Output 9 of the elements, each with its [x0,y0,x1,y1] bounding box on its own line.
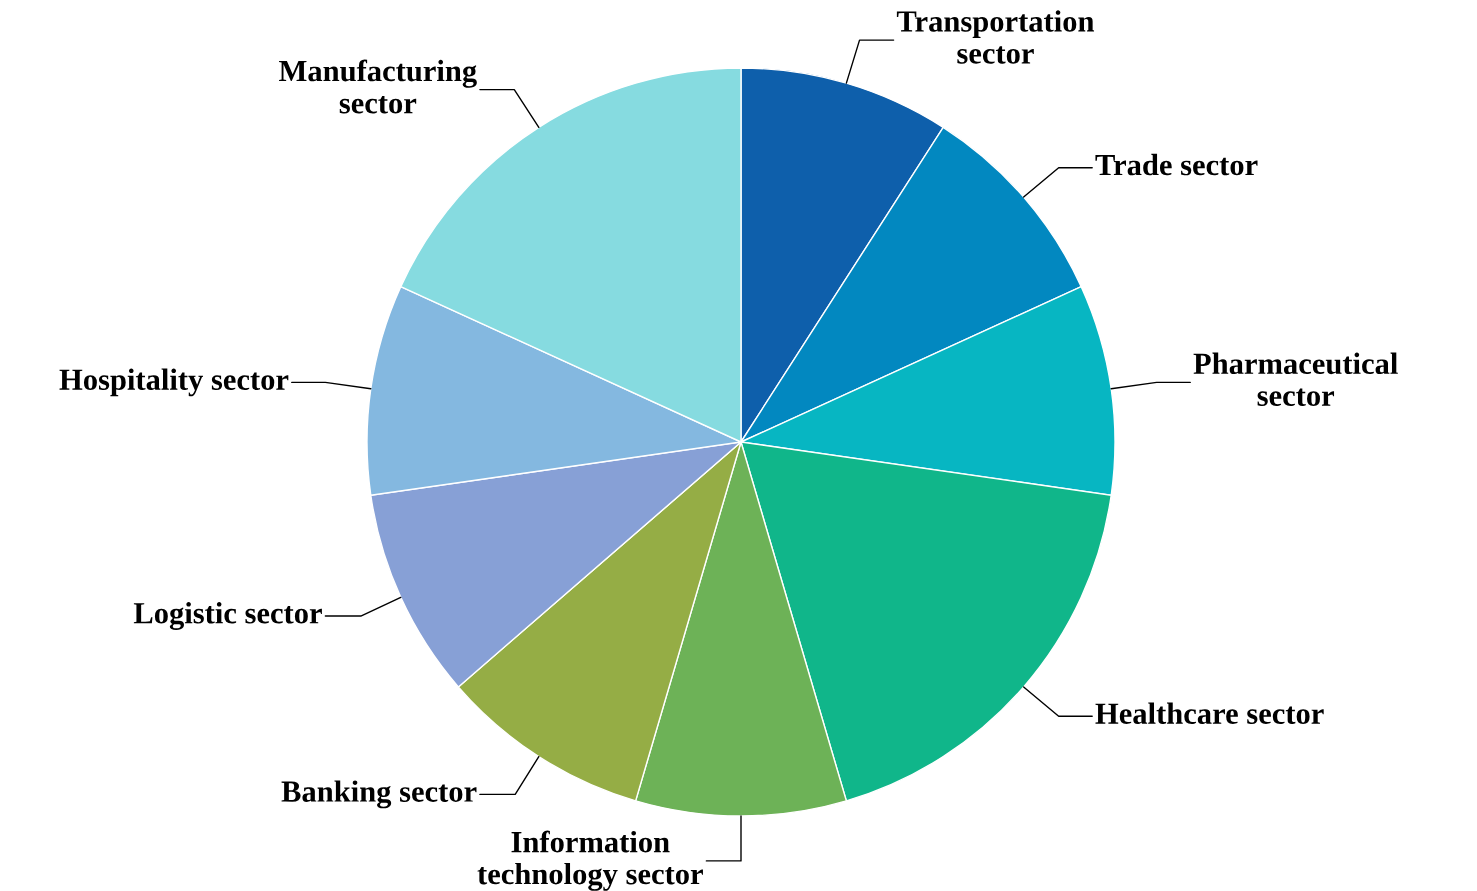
slice-label: Logistic sector [133,602,322,630]
slice-label: Banking sector [281,780,477,809]
slice-label: Transportation sector [896,10,1095,64]
slice-label: Trade sector [1095,153,1258,176]
slice-label: Hospitality sector [59,368,289,397]
slice-label: Manufacturing sector [279,59,477,114]
slice-label: Healthcare sector [1095,702,1324,724]
slice-label: Pharmaceutical sector [1193,352,1398,407]
slice-label: Information technology sector [477,830,703,891]
